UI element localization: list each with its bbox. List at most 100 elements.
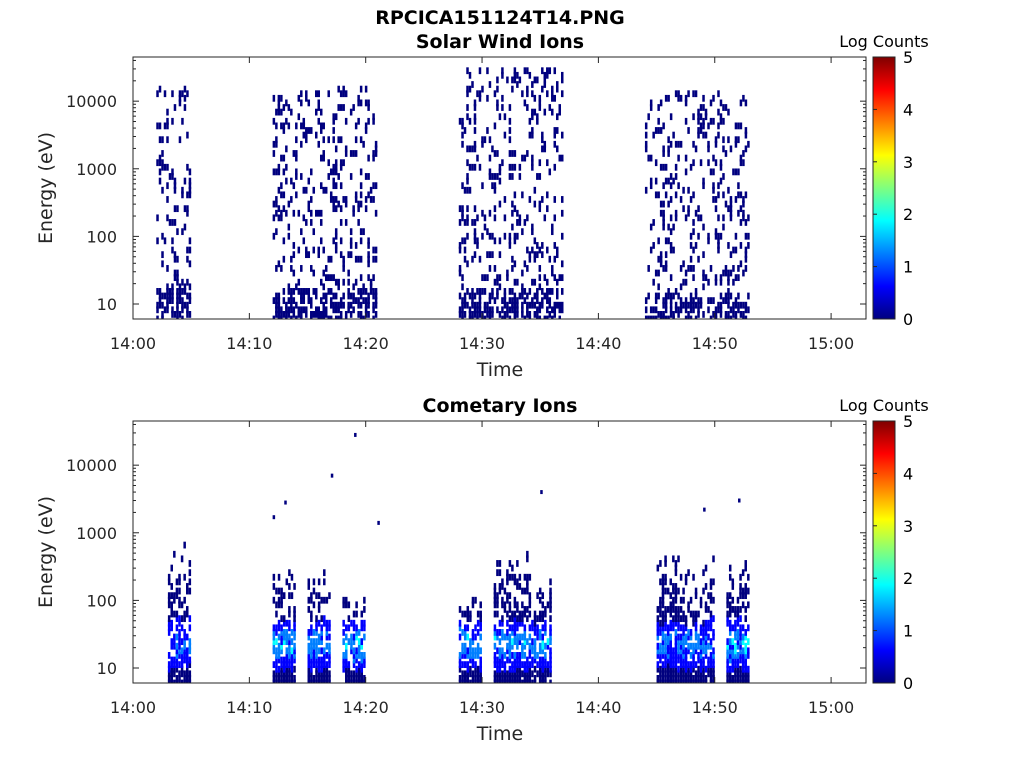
- heatmap-cell: [674, 642, 678, 650]
- heatmap-cell: [275, 196, 278, 203]
- heatmap-cell: [503, 196, 507, 203]
- heatmap-cell: [526, 606, 529, 613]
- heatmap-cell: [349, 311, 353, 318]
- heatmap-cell: [692, 615, 695, 623]
- heatmap-cell: [158, 288, 162, 295]
- heatmap-cell: [328, 642, 331, 650]
- heatmap-cell: [699, 629, 703, 636]
- heatmap-cell: [463, 246, 467, 254]
- heatmap-cell: [533, 200, 537, 208]
- heatmap-cell: [364, 306, 368, 314]
- heatmap-cell: [363, 675, 366, 682]
- heatmap-cell: [531, 127, 534, 134]
- heatmap-cell: [674, 209, 678, 217]
- heatmap-cell: [657, 117, 660, 125]
- heatmap-cell: [669, 292, 673, 300]
- heatmap-cell: [325, 629, 329, 636]
- heatmap-cell: [292, 182, 296, 190]
- heatmap-cell: [518, 583, 522, 590]
- heatmap-cell: [332, 113, 335, 121]
- heatmap-cell: [300, 265, 303, 272]
- heatmap-cell: [300, 292, 303, 300]
- heatmap-cell: [178, 587, 181, 595]
- heatmap-cell: [697, 665, 700, 673]
- x-axis-label: Time: [476, 723, 524, 745]
- heatmap-cell: [312, 228, 316, 236]
- heatmap-cell: [744, 629, 747, 636]
- heatmap-cell: [526, 587, 529, 595]
- heatmap-cell: [493, 624, 497, 632]
- heatmap-cell: [285, 163, 288, 171]
- heatmap-cell: [553, 163, 557, 171]
- heatmap-cell: [666, 633, 670, 641]
- heatmap-cell: [171, 311, 174, 318]
- heatmap-cell: [699, 642, 703, 650]
- heatmap-cell: [727, 297, 730, 305]
- heatmap-cell: [689, 315, 693, 319]
- heatmap-cell: [183, 633, 186, 641]
- heatmap-cell: [737, 292, 740, 300]
- heatmap-cell: [496, 665, 499, 673]
- heatmap-cell: [704, 642, 708, 650]
- heatmap-cell: [523, 154, 527, 162]
- heatmap-cell: [360, 670, 364, 678]
- heatmap-cell: [543, 76, 547, 84]
- heatmap-cell: [549, 606, 552, 613]
- heatmap-cell: [511, 610, 514, 618]
- heatmap-cell: [739, 191, 743, 199]
- heatmap-cell: [168, 292, 172, 300]
- heatmap-cell: [528, 117, 532, 125]
- heatmap-cell: [689, 610, 693, 618]
- heatmap-cell: [479, 656, 482, 664]
- heatmap-cell: [290, 108, 293, 116]
- heatmap-cell: [491, 311, 494, 318]
- heatmap-cell: [501, 596, 504, 604]
- heatmap-cell: [549, 596, 552, 604]
- heatmap-cell: [461, 301, 464, 309]
- heatmap-cell: [277, 306, 281, 314]
- heatmap-cell: [687, 301, 690, 309]
- heatmap-cell: [511, 173, 514, 180]
- heatmap-cell: [666, 656, 670, 664]
- heatmap-cell: [533, 186, 537, 194]
- heatmap-cell: [538, 661, 542, 669]
- x-tick-label: 15:00: [808, 334, 854, 353]
- heatmap-cell: [501, 583, 504, 590]
- heatmap-cell: [277, 601, 281, 609]
- heatmap-cell: [531, 246, 534, 254]
- heatmap-cell: [493, 265, 497, 272]
- heatmap-cell: [466, 219, 469, 226]
- heatmap-cell: [728, 675, 732, 682]
- heatmap-cell: [327, 255, 330, 263]
- heatmap-cell: [677, 311, 680, 318]
- heatmap-cell: [357, 670, 361, 678]
- heatmap-cell: [707, 656, 710, 664]
- heatmap-cell: [471, 163, 474, 171]
- heatmap-cell: [315, 675, 318, 682]
- heatmap-cell: [511, 573, 514, 581]
- heatmap-cell: [458, 269, 462, 277]
- heatmap-cell: [513, 596, 517, 604]
- heatmap-cell: [272, 515, 276, 520]
- heatmap-cell: [702, 117, 705, 125]
- heatmap-cell: [272, 573, 276, 581]
- heatmap-cell: [312, 629, 316, 636]
- heatmap-cell: [493, 150, 497, 157]
- heatmap-cell: [188, 297, 192, 305]
- heatmap-cell: [664, 638, 667, 646]
- heatmap-cell: [178, 136, 182, 144]
- heatmap-cell: [463, 297, 467, 305]
- heatmap-cell: [180, 665, 184, 673]
- heatmap-cell: [180, 647, 184, 655]
- heatmap-cell: [533, 642, 537, 650]
- heatmap-cell: [498, 652, 502, 659]
- heatmap-cell: [176, 278, 179, 286]
- heatmap-cell: [736, 615, 740, 623]
- heatmap-cell: [531, 642, 534, 650]
- heatmap-cell: [359, 136, 363, 144]
- heatmap-cell: [310, 647, 313, 655]
- heatmap-cell: [558, 274, 562, 282]
- heatmap-cell: [689, 642, 693, 650]
- heatmap-cell: [742, 150, 745, 157]
